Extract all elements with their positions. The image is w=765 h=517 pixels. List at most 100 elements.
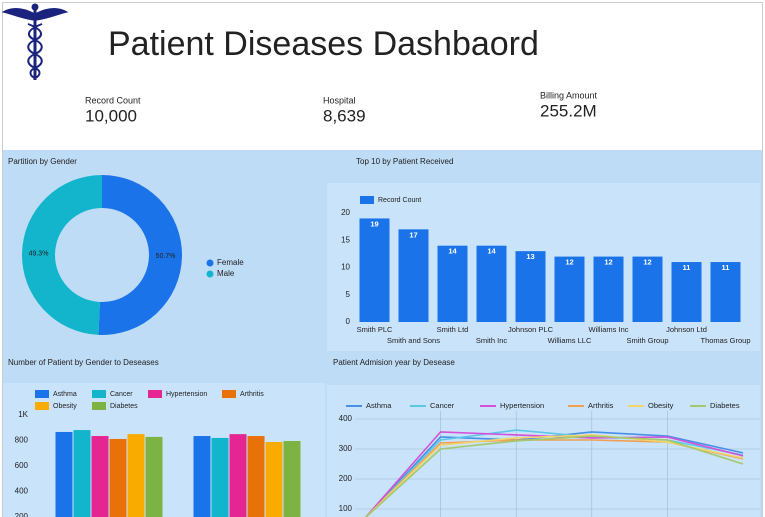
y-tick-label: 1K (18, 410, 28, 419)
bar-value-label: 19 (370, 219, 378, 228)
bar (476, 245, 507, 322)
kpi-label: Record Count (85, 95, 141, 105)
legend-label: Hypertension (166, 391, 207, 398)
bar (127, 434, 145, 517)
y-tick-label: 300 (339, 444, 353, 453)
x-tick-label: Thomas Group (700, 336, 750, 345)
legend-label: Male (217, 269, 235, 278)
legend-label: Diabetes (710, 401, 740, 410)
legend-swatch (206, 259, 214, 267)
legend-label: Record Count (378, 197, 421, 204)
bar (359, 218, 390, 322)
bar (145, 436, 163, 517)
bar (437, 245, 468, 322)
chart-title: Patient Admision year by Desease (333, 358, 455, 367)
bar (593, 256, 624, 322)
dashboard-title: Patient Diseases Dashbaord (108, 25, 539, 63)
y-tick-label: 5 (346, 290, 351, 299)
bar (73, 430, 91, 517)
kpi-value: 8,639 (323, 106, 366, 125)
donut-slice (21, 175, 102, 335)
legend-swatch (360, 196, 374, 204)
legend-swatch (206, 270, 214, 278)
bar-value-label: 11 (722, 263, 730, 272)
chart-title: Top 10 by Patient Received (356, 157, 453, 166)
x-tick-label: Smith Group (626, 336, 668, 345)
donut-slice (98, 175, 182, 335)
y-tick-label: 100 (339, 504, 353, 513)
bar-value-label: 17 (409, 230, 417, 239)
y-tick-label: 800 (15, 436, 29, 445)
legend-label: Hypertension (500, 401, 544, 410)
bar-value-label: 12 (604, 258, 612, 267)
legend-label: Asthma (366, 401, 392, 410)
bar-value-label: 14 (448, 247, 457, 256)
x-tick-label: Williams LLC (548, 336, 592, 345)
line-series (364, 435, 744, 517)
bar (283, 441, 301, 517)
bar-value-label: 12 (565, 258, 573, 267)
legend-label: Cancer (110, 391, 133, 398)
y-tick-label: 600 (15, 461, 29, 470)
slice-label: 49.3% (29, 250, 49, 257)
legend-label: Arthritis (588, 401, 614, 410)
y-tick-label: 0 (346, 317, 351, 326)
legend-swatch (222, 390, 236, 398)
kpi-label: Billing Amount (540, 90, 598, 100)
legend-label: Obesity (53, 403, 77, 410)
line-series (364, 429, 744, 517)
y-tick-label: 400 (15, 487, 29, 496)
bar (193, 436, 211, 517)
y-tick-label: 400 (339, 414, 353, 423)
chart-title: Number of Patient by Gender to Deseases (8, 358, 159, 367)
panel-bg (327, 385, 760, 517)
x-tick-label: Johnson PLC (508, 325, 554, 334)
bar (109, 438, 127, 517)
bar (710, 262, 741, 322)
legend-swatch (35, 390, 49, 398)
bar-value-label: 12 (643, 258, 651, 267)
bar (247, 436, 265, 517)
legend-swatch (35, 402, 49, 410)
bar (91, 436, 109, 517)
y-tick-label: 20 (341, 208, 350, 217)
bar (515, 251, 546, 322)
bar (55, 431, 73, 517)
bar-value-label: 14 (487, 247, 496, 256)
bar (671, 262, 702, 322)
kpi-value: 255.2M (540, 101, 597, 120)
bar-value-label: 13 (526, 252, 534, 261)
y-tick-label: 200 (15, 512, 29, 517)
chart-title: Partition by Gender (8, 157, 77, 166)
legend-label: Asthma (53, 391, 77, 398)
legend-label: Arthritis (240, 391, 264, 398)
x-tick-label: Smith Inc (476, 336, 508, 345)
y-tick-label: 200 (339, 474, 353, 483)
x-tick-label: Johnson Ltd (666, 325, 707, 334)
slice-label: 50.7% (156, 253, 176, 260)
x-tick-label: Williams Inc (588, 325, 628, 334)
x-tick-label: Smith Ltd (437, 325, 469, 334)
legend-swatch (92, 402, 106, 410)
legend-label: Obesity (648, 401, 674, 410)
bar (229, 434, 247, 517)
bar-value-label: 11 (683, 263, 691, 272)
caduceus-logo (1, 3, 69, 80)
legend-swatch (92, 390, 106, 398)
legend-label: Cancer (430, 401, 455, 410)
kpi-value: 10,000 (85, 106, 137, 125)
legend-label: Diabetes (110, 403, 138, 410)
legend-label: Female (217, 258, 244, 267)
kpi-label: Hospital (323, 95, 356, 105)
legend-swatch (148, 390, 162, 398)
bar (554, 256, 585, 322)
x-tick-label: Smith and Sons (387, 336, 440, 345)
y-tick-label: 15 (341, 235, 350, 244)
y-tick-label: 10 (341, 263, 350, 272)
bar (398, 229, 429, 322)
bar (211, 437, 229, 517)
bar (632, 256, 663, 322)
bar (265, 442, 283, 517)
x-tick-label: Smith PLC (357, 325, 393, 334)
